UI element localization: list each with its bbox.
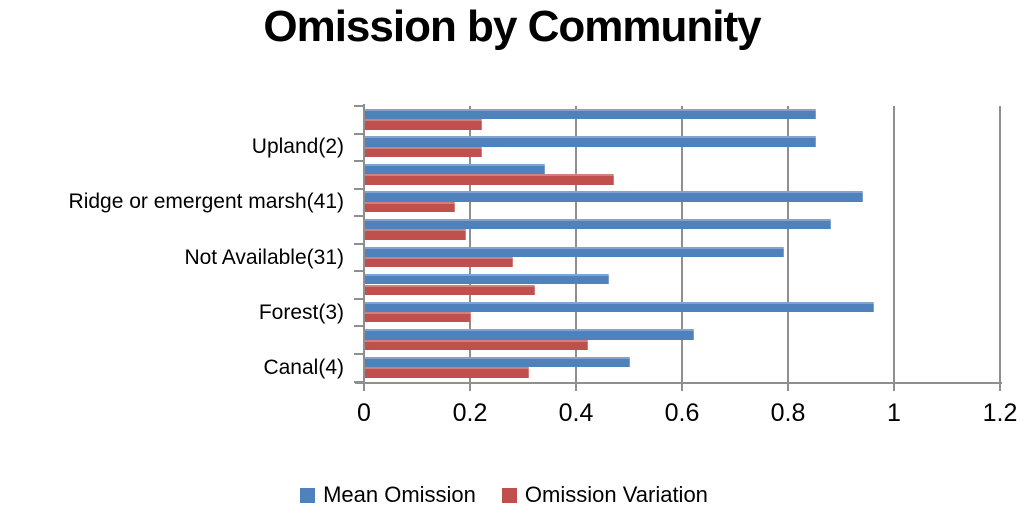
gridline-x-0.8 xyxy=(787,106,789,382)
bar-mean-omission xyxy=(365,108,816,120)
x-axis-tick-label: 1 xyxy=(887,399,901,427)
category-axis-label: Ridge or emergent marsh(41) xyxy=(68,190,344,214)
y-axis-tick xyxy=(354,187,364,190)
bar-omission-variation xyxy=(365,284,535,295)
legend-label-omission-variation: Omission Variation xyxy=(524,482,708,507)
bar-mean-omission xyxy=(365,246,784,257)
legend-item-mean-omission: Mean Omission xyxy=(300,482,476,508)
bar-omission-variation xyxy=(365,146,482,158)
bar-mean-omission xyxy=(365,274,609,285)
bar-omission-variation xyxy=(365,174,615,185)
y-axis-line xyxy=(363,104,365,382)
legend-swatch-mean-omission-icon xyxy=(300,487,316,503)
bar-omission-variation xyxy=(365,312,471,323)
x-axis-tick xyxy=(999,381,1001,391)
legend-item-omission-variation: Omission Variation xyxy=(501,482,708,508)
bar-mean-omission xyxy=(365,301,874,313)
gridline-x-0.4 xyxy=(575,106,577,382)
y-axis-tick xyxy=(354,380,364,383)
bar-omission-variation xyxy=(365,201,456,213)
gridline-x-1.2 xyxy=(999,106,1001,382)
gridline-x-0.6 xyxy=(681,106,683,382)
y-axis-tick xyxy=(354,242,364,245)
bar-omission-variation xyxy=(365,339,588,350)
gridline-x-0.2 xyxy=(469,106,471,382)
category-axis-label: Canal(4) xyxy=(263,355,344,379)
gridline-x-1 xyxy=(893,106,895,382)
x-axis-tick xyxy=(363,381,365,391)
bar-omission-variation xyxy=(365,229,466,240)
x-axis-tick-label: 0.2 xyxy=(452,399,488,427)
y-axis-tick xyxy=(354,160,364,163)
x-axis-tick-label: 0.6 xyxy=(664,399,700,427)
x-axis-tick xyxy=(681,381,683,391)
x-axis-line xyxy=(355,381,1002,384)
chart-title: Omission by Community xyxy=(263,2,761,51)
bar-omission-variation xyxy=(365,119,482,130)
x-axis-tick-label: 0 xyxy=(357,399,371,427)
y-axis-tick xyxy=(354,270,364,273)
x-axis-tick-label: 1.2 xyxy=(982,399,1018,427)
bar-omission-variation xyxy=(365,367,530,378)
x-axis-tick-label: 0.8 xyxy=(770,399,806,427)
x-axis-tick-label: 0.4 xyxy=(558,399,594,427)
legend: Mean Omission Omission Variation xyxy=(0,482,1008,508)
y-axis-tick xyxy=(354,325,364,328)
category-axis-label: Not Available(31) xyxy=(184,245,344,269)
legend-label-mean-omission: Mean Omission xyxy=(323,482,476,507)
x-axis-tick xyxy=(469,381,471,391)
bar-mean-omission xyxy=(365,163,546,175)
bar-mean-omission xyxy=(365,136,816,147)
x-axis-tick xyxy=(787,381,789,391)
category-axis-label: Forest(3) xyxy=(258,300,344,324)
y-axis-tick xyxy=(354,132,364,135)
category-axis-label: Upland(2) xyxy=(251,135,344,159)
bar-mean-omission xyxy=(365,191,864,202)
bar-mean-omission xyxy=(365,329,694,340)
x-axis-tick xyxy=(575,381,577,391)
bar-omission-variation xyxy=(365,256,514,268)
x-axis-tick xyxy=(893,381,895,391)
y-axis-tick xyxy=(354,105,364,107)
y-axis-tick xyxy=(354,215,364,218)
bar-mean-omission xyxy=(365,219,832,230)
y-axis-tick xyxy=(354,352,364,355)
y-axis-tick xyxy=(354,297,364,300)
bar-mean-omission xyxy=(365,356,630,368)
legend-swatch-omission-variation-icon xyxy=(501,487,517,503)
